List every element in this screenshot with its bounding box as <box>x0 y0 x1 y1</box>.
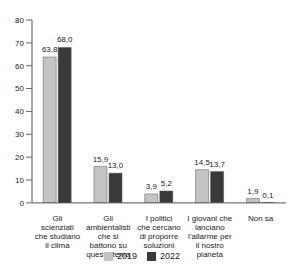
svg-text:14,5: 14,5 <box>194 158 210 167</box>
svg-text:60: 60 <box>15 62 24 71</box>
svg-text:15,9: 15,9 <box>93 155 109 164</box>
svg-text:13,0: 13,0 <box>108 161 124 170</box>
svg-text:10: 10 <box>15 176 24 185</box>
svg-text:Gliambientalistiche sibattono: Gliambientalistiche sibattono suquesto t… <box>86 214 131 259</box>
svg-text:63,8: 63,8 <box>42 45 58 54</box>
svg-text:30: 30 <box>15 130 24 139</box>
svg-text:20: 20 <box>15 153 24 162</box>
svg-text:13,7: 13,7 <box>209 160 225 169</box>
svg-text:3,9: 3,9 <box>146 182 158 191</box>
svg-text:0,1: 0,1 <box>262 191 274 200</box>
svg-text:0: 0 <box>20 199 25 208</box>
svg-text:Gliscienziatiche studianoil cl: Gliscienziatiche studianoil clima <box>35 214 81 250</box>
svg-text:5,2: 5,2 <box>161 179 173 188</box>
svg-text:70: 70 <box>15 39 24 48</box>
svg-text:I giovani chelancianol’allarme: I giovani chelancianol’allarme peril nos… <box>187 214 232 259</box>
svg-text:I politiciche cercanodi propor: I politiciche cercanodi proporresoluzion… <box>137 214 181 250</box>
svg-text:80: 80 <box>15 16 24 25</box>
svg-text:1,9: 1,9 <box>247 187 259 196</box>
svg-text:40: 40 <box>15 107 24 116</box>
svg-text:Non sa: Non sa <box>248 214 274 223</box>
svg-text:68,0: 68,0 <box>57 35 73 44</box>
svg-text:50: 50 <box>15 84 24 93</box>
